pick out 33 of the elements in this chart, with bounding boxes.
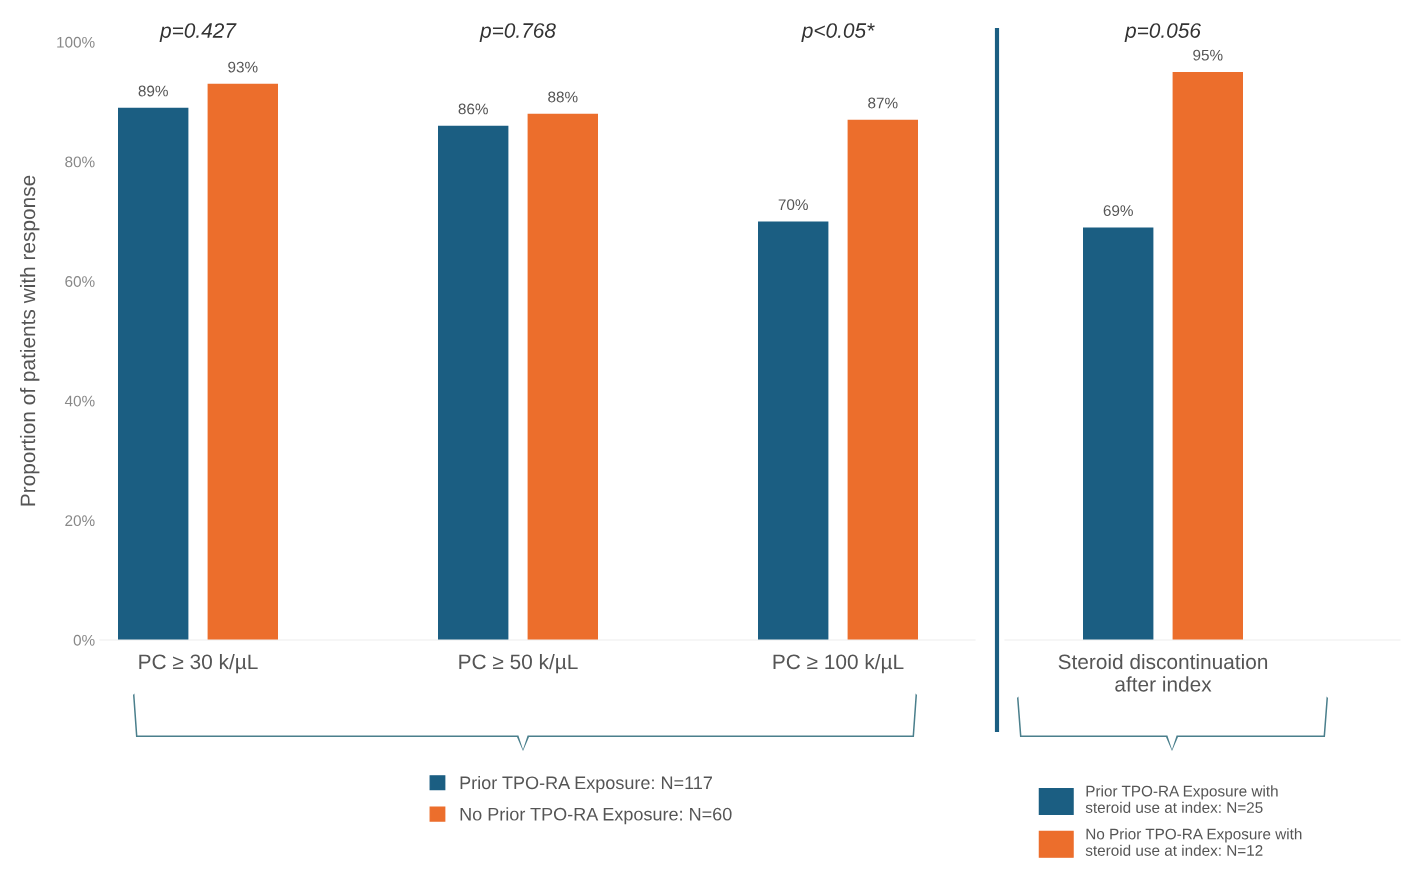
data-label: 69%	[1103, 205, 1133, 217]
text: p=0.427	[159, 23, 237, 42]
text: p=0.768	[479, 23, 556, 42]
y-axis-title: Proportion of patients with response	[19, 175, 40, 506]
bar	[527, 113, 598, 640]
data-label: 95%	[1193, 49, 1223, 61]
y-tick-label: 80%	[65, 156, 95, 168]
legend-label: No Prior TPO-RA Exposure with steroid use at index: N=12	[1085, 828, 1302, 856]
text: p<0.05*	[801, 23, 875, 42]
data-label: 89%	[138, 85, 168, 97]
bar	[847, 119, 918, 640]
bar	[438, 125, 509, 640]
bar	[758, 221, 829, 640]
x-tick-label: Steroid discontinuation after index	[1058, 653, 1268, 692]
x-tick-label: PC ≥ 50 k/µL	[459, 653, 578, 674]
y-tick-label: 0%	[73, 634, 95, 646]
y-tick-label: 60%	[65, 276, 95, 287]
data-label: 93%	[228, 61, 258, 73]
data-label: 86%	[458, 103, 488, 115]
data-label: 88%	[548, 91, 578, 103]
bar	[118, 107, 189, 640]
legend-label: No Prior TPO-RA Exposure: N=60	[460, 807, 732, 825]
data-label: 70%	[778, 199, 808, 211]
y-tick-label: 40%	[64, 395, 95, 407]
x-tick-label: PC ≥ 100 k/µL	[773, 653, 904, 674]
legend-label: Prior TPO-RA Exposure with steroid use at index: N=25	[1085, 785, 1278, 813]
bar	[207, 83, 278, 640]
y-tick-label: 100%	[57, 36, 95, 48]
y-tick-label: 20%	[65, 515, 95, 527]
data-label: 87%	[868, 97, 898, 109]
legend-label: Prior TPO-RA Exposure: N=117	[460, 775, 712, 793]
text: p=0.056	[1124, 23, 1201, 42]
x-tick-label: PC ≥ 30 k/µL	[139, 653, 258, 674]
